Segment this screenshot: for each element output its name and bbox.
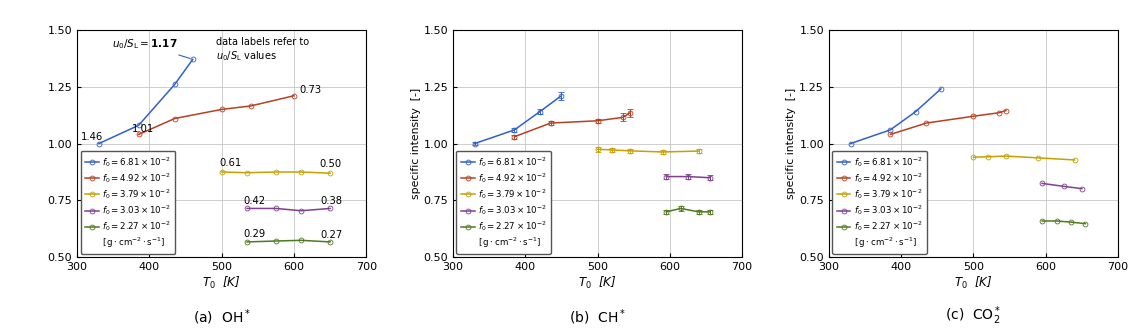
Legend: $f_0 = 6.81 \times 10^{-2}$, $f_0 = 4.92 \times 10^{-2}$, $f_0 = 3.79 \times 10^: $f_0 = 6.81 \times 10^{-2}$, $f_0 = 4.92… — [81, 151, 176, 254]
Legend: $f_0 = 6.81 \times 10^{-2}$, $f_0 = 4.92 \times 10^{-2}$, $f_0 = 3.79 \times 10^: $f_0 = 6.81 \times 10^{-2}$, $f_0 = 4.92… — [832, 151, 927, 254]
Text: 0.73: 0.73 — [300, 84, 322, 95]
Text: 1.46: 1.46 — [81, 132, 103, 142]
X-axis label: $T_0$  [K]: $T_0$ [K] — [202, 275, 241, 291]
Text: 0.61: 0.61 — [219, 158, 242, 168]
X-axis label: $T_0$  [K]: $T_0$ [K] — [955, 275, 993, 291]
Text: 0.38: 0.38 — [320, 196, 342, 206]
Text: 0.42: 0.42 — [243, 196, 266, 206]
Text: 0.50: 0.50 — [319, 159, 342, 169]
Y-axis label: specific intensity  [-]: specific intensity [-] — [411, 88, 421, 199]
Text: 0.27: 0.27 — [320, 230, 343, 240]
Text: 0.29: 0.29 — [243, 228, 266, 239]
X-axis label: $T_0$  [K]: $T_0$ [K] — [579, 275, 616, 291]
Text: (c)  $\mathrm{CO_2^*}$: (c) $\mathrm{CO_2^*}$ — [945, 304, 1001, 327]
Text: $u_0/S_\mathrm{L}$ values: $u_0/S_\mathrm{L}$ values — [216, 49, 277, 63]
Text: data labels refer to: data labels refer to — [216, 37, 309, 47]
Text: 1.01: 1.01 — [132, 124, 153, 134]
Text: $u_0/S_\mathrm{L} = \mathbf{1.17}$: $u_0/S_\mathrm{L} = \mathbf{1.17}$ — [112, 38, 191, 58]
Legend: $f_0 = 6.81 \times 10^{-2}$, $f_0 = 4.92 \times 10^{-2}$, $f_0 = 3.79 \times 10^: $f_0 = 6.81 \times 10^{-2}$, $f_0 = 4.92… — [456, 151, 552, 254]
Text: (a)  $\mathrm{OH^*}$: (a) $\mathrm{OH^*}$ — [193, 307, 251, 327]
Text: (b)  $\mathrm{CH^*}$: (b) $\mathrm{CH^*}$ — [569, 307, 627, 327]
Y-axis label: specific intensity  [-]: specific intensity [-] — [787, 88, 797, 199]
